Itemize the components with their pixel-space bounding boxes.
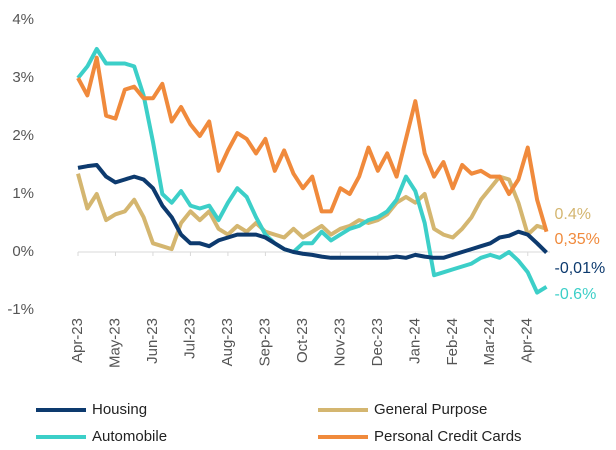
y-tick-label: 1% [12,185,34,202]
x-tick-label: Apr-24 [519,318,536,363]
x-tick-label: May-23 [106,318,123,368]
x-tick-label: Sep-23 [256,318,273,366]
end-label: -0.6% [555,286,597,303]
x-tick-label: Oct-23 [294,318,311,363]
y-tick-label: 0% [12,243,34,260]
x-tick-label: Aug-23 [219,318,236,366]
x-tick-label: Mar-24 [481,318,498,366]
series-line [76,47,548,295]
x-tick-label: Jan-24 [406,318,423,364]
x-tick-label: Nov-23 [331,318,348,366]
series-line [77,163,548,260]
legend-label: Automobile [92,428,167,445]
x-tick-label: Jul-23 [181,318,198,359]
end-label: 0.4% [555,206,591,223]
x-tick-label: Jun-23 [144,318,161,364]
x-tick-label: Feb-24 [444,318,461,366]
x-tick-label: Apr-23 [69,318,86,363]
series-line [76,173,548,252]
y-tick-label: 2% [12,127,34,144]
legend-label: General Purpose [374,401,487,418]
end-label: 0,35% [555,231,600,248]
y-tick-label: 3% [12,69,34,86]
series-line [76,55,549,233]
legend-label: Housing [92,401,147,418]
y-tick-label: 4% [12,11,34,28]
legend-label: Personal Credit Cards [374,428,522,445]
x-tick-label: Dec-23 [369,318,386,366]
y-tick-label: -1% [7,301,34,318]
end-label: -0,01% [555,260,606,277]
